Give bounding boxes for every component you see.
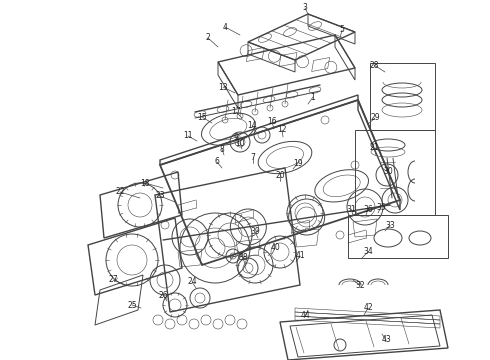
Text: 29: 29	[370, 113, 380, 122]
Text: 11: 11	[183, 131, 193, 140]
Text: 15: 15	[197, 112, 207, 122]
Text: 44: 44	[300, 311, 310, 320]
Text: 6: 6	[215, 158, 220, 166]
Text: 3: 3	[302, 4, 307, 13]
Text: 42: 42	[363, 303, 373, 312]
Text: 32: 32	[355, 280, 365, 289]
Text: 43: 43	[381, 336, 391, 345]
Text: 31: 31	[346, 204, 356, 213]
Text: 34: 34	[363, 248, 373, 256]
Text: 1: 1	[311, 93, 316, 102]
Text: 33: 33	[385, 220, 395, 230]
Text: 41: 41	[295, 252, 305, 261]
Text: 18: 18	[140, 179, 150, 188]
Text: 14: 14	[247, 122, 257, 130]
Text: 12: 12	[277, 126, 287, 135]
Text: 40: 40	[270, 243, 280, 252]
Text: 5: 5	[340, 26, 344, 35]
Text: 16: 16	[267, 117, 277, 126]
Text: 38: 38	[238, 253, 248, 262]
Text: 8: 8	[220, 144, 224, 153]
Text: 13: 13	[218, 82, 228, 91]
Text: 19: 19	[293, 158, 303, 167]
Text: 23: 23	[155, 192, 165, 201]
Text: 39: 39	[250, 228, 260, 237]
Text: 2: 2	[206, 33, 210, 42]
Text: 7: 7	[250, 153, 255, 162]
Text: 24: 24	[187, 278, 197, 287]
Text: 21: 21	[369, 144, 379, 153]
Text: 35: 35	[376, 202, 386, 211]
Text: 22: 22	[115, 188, 125, 197]
Text: 28: 28	[369, 60, 379, 69]
Text: 9: 9	[234, 134, 239, 143]
Text: 36: 36	[363, 204, 373, 213]
Text: 20: 20	[275, 171, 285, 180]
Text: 10: 10	[235, 139, 245, 148]
Text: 17: 17	[231, 108, 241, 117]
Text: 4: 4	[222, 22, 227, 31]
Text: 26: 26	[158, 291, 168, 300]
Text: 27: 27	[108, 275, 118, 284]
Text: 25: 25	[127, 301, 137, 310]
Text: 30: 30	[383, 167, 393, 176]
